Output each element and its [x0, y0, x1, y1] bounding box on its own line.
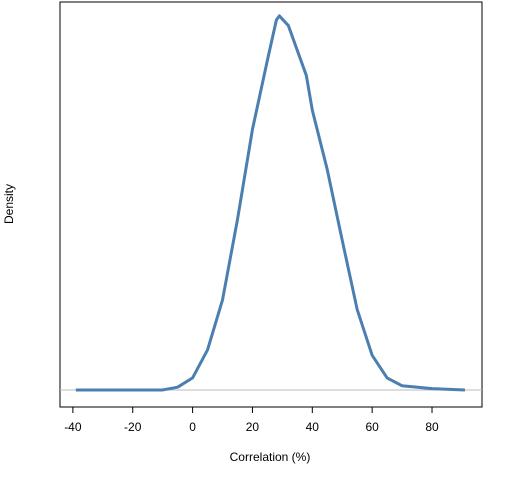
x-tick-label: 20	[246, 420, 260, 434]
x-tick-label: 60	[365, 420, 379, 434]
x-tick-label: 0	[189, 420, 196, 434]
x-tick-label: 80	[425, 420, 439, 434]
x-tick-label: -40	[64, 420, 82, 434]
x-tick-label: 40	[306, 420, 320, 434]
plot-frame	[59, 1, 483, 408]
x-axis-label: Correlation (%)	[230, 450, 311, 464]
density-line	[75, 14, 466, 392]
x-tick-label: -20	[124, 420, 142, 434]
y-axis-label: Density	[2, 184, 16, 224]
